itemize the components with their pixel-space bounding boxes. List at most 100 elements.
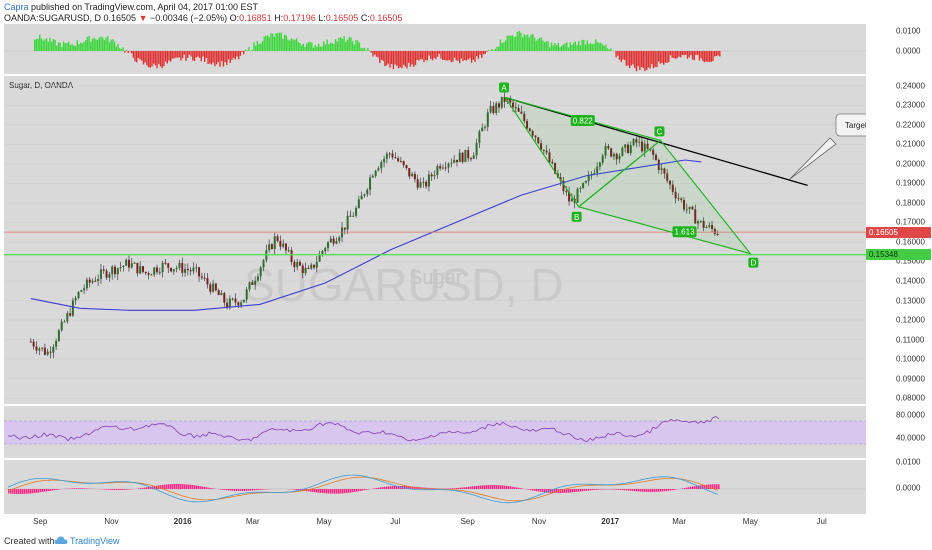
- macd-histogram-bar: [564, 489, 566, 493]
- candle-body: [394, 157, 397, 159]
- publish-info: Capra published on TradingView.com, Apri…: [4, 2, 258, 12]
- osc-bar: [666, 51, 668, 63]
- candle-body: [130, 263, 133, 268]
- macd-panel[interactable]: [4, 460, 866, 514]
- oscillator-scale[interactable]: 0.0100 0.0000: [866, 24, 932, 74]
- candle-body: [77, 291, 80, 299]
- osc-bar: [377, 51, 379, 58]
- macd-histogram-bar: [544, 489, 546, 493]
- candle-body: [582, 182, 585, 188]
- osc-bar: [644, 51, 646, 72]
- macd-histogram-bar: [398, 485, 400, 489]
- osc-bar: [409, 51, 412, 67]
- macd-histogram-bar: [258, 489, 260, 490]
- macd-histogram-bar: [430, 488, 432, 489]
- osc-bar: [316, 46, 318, 51]
- osc-bar: [40, 38, 43, 51]
- osc-bar: [401, 51, 403, 69]
- candle-body: [705, 226, 708, 228]
- candle-body: [97, 278, 100, 281]
- macd-histogram-bar: [360, 489, 362, 491]
- macd-histogram-bar: [308, 489, 310, 492]
- osc-bar: [136, 51, 138, 63]
- osc-bar: [583, 39, 585, 51]
- osc-bar: [695, 51, 697, 56]
- osc-bar: [294, 39, 296, 51]
- osc-bar: [238, 51, 240, 60]
- osc-bar: [229, 51, 231, 63]
- rsi-scale[interactable]: 80.0000 40.0000: [866, 406, 932, 458]
- osc-bar: [232, 51, 235, 58]
- macd-histogram-bar: [120, 489, 122, 490]
- macd-histogram-bar: [328, 489, 330, 494]
- macd-histogram-bar: [162, 484, 164, 489]
- osc-bar: [654, 51, 656, 67]
- oscillator-panel[interactable]: [4, 24, 866, 74]
- macd-histogram-bar: [574, 489, 576, 493]
- macd-histogram-bar: [626, 489, 628, 491]
- time-axis[interactable]: Sep Nov 2016 Mar May Jul Sep Nov 2017 Mar May Jul: [4, 514, 866, 530]
- macd-histogram-bar: [694, 486, 696, 489]
- osc-bar: [90, 41, 92, 51]
- candle-body: [178, 262, 181, 268]
- macd-histogram-bar: [706, 484, 708, 489]
- price-tick: 0.15000: [896, 256, 925, 266]
- macd-histogram-bar: [696, 485, 698, 489]
- price-tick: 0.08000: [896, 393, 925, 403]
- candle-body: [576, 188, 579, 203]
- osc-bar: [511, 35, 514, 51]
- osc-bar: [690, 51, 692, 56]
- osc-bar: [144, 51, 146, 63]
- macd-histogram-bar: [166, 484, 168, 489]
- change-arrow-icon: ▼: [138, 13, 148, 23]
- tradingview-brand-link[interactable]: TradingView: [70, 536, 120, 546]
- macd-histogram-bar: [228, 489, 230, 491]
- macd-histogram-bar: [614, 489, 616, 490]
- candle-body: [469, 158, 472, 160]
- macd-histogram-bar: [84, 488, 86, 489]
- macd-histogram-bar: [110, 489, 112, 490]
- price-tick: 0.17000: [896, 217, 925, 227]
- osc-bar: [547, 41, 549, 51]
- macd-histogram-bar: [684, 487, 686, 489]
- osc-bar: [134, 51, 136, 62]
- osc-bar: [518, 30, 520, 51]
- osc-bar: [550, 42, 553, 51]
- candle-body: [282, 243, 285, 247]
- main-price-panel[interactable]: SUGARUSD, D Sugar Sugar, D, OANDA A B C D 0.…: [4, 76, 877, 404]
- candle-body: [467, 149, 470, 159]
- osc-bar: [304, 46, 306, 51]
- macd-histogram-bar: [34, 489, 36, 494]
- osc-bar: [124, 51, 126, 53]
- osc-bar: [426, 51, 429, 61]
- macd-histogram-bar: [148, 486, 150, 489]
- candle-body: [713, 229, 716, 234]
- osc-bar: [411, 51, 413, 65]
- macd-histogram-bar: [624, 489, 626, 491]
- macd-scale[interactable]: 0.0100 0.0000: [866, 458, 932, 514]
- rsi-panel[interactable]: [4, 406, 866, 458]
- macd-histogram-bar: [336, 489, 338, 494]
- osc-bar: [635, 51, 638, 72]
- price-scale[interactable]: 0.24000 0.23000 0.22000 0.21000 0.20000 0.190…: [866, 76, 932, 404]
- candle-body: [52, 346, 55, 353]
- macd-histogram-bar: [550, 489, 552, 493]
- candle-body: [346, 215, 349, 230]
- candle-body: [495, 103, 498, 113]
- candle-body: [49, 351, 52, 353]
- osc-bar: [554, 43, 556, 51]
- macd-histogram-bar: [616, 489, 618, 490]
- macd-histogram-bar: [20, 489, 22, 494]
- macd-histogram-bar: [244, 489, 246, 491]
- candle-body: [514, 107, 517, 109]
- oscillator-chart: [4, 30, 866, 72]
- osc-bar: [637, 51, 639, 67]
- osc-bar: [98, 37, 100, 51]
- author-link[interactable]: Capra: [4, 2, 29, 12]
- candle-body: [596, 166, 599, 173]
- pattern-point-marker: [748, 257, 759, 268]
- macd-histogram-bar: [230, 489, 232, 491]
- osc-bar: [170, 51, 172, 62]
- macd-histogram-bar: [208, 487, 210, 489]
- osc-bar: [83, 41, 85, 51]
